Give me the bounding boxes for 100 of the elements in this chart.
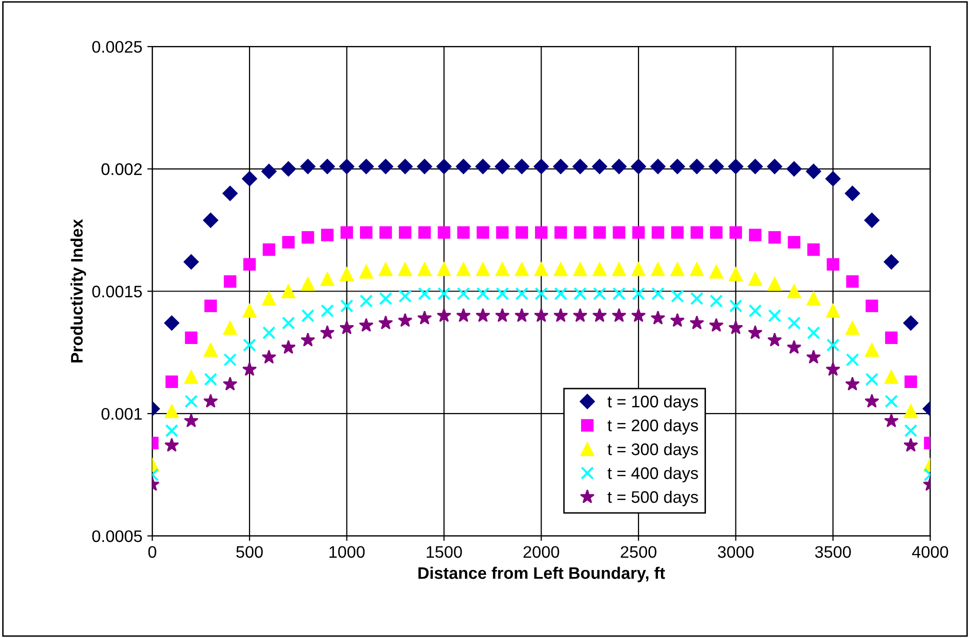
point	[339, 158, 354, 174]
point	[846, 275, 859, 288]
point	[184, 394, 198, 408]
point	[670, 262, 684, 276]
point	[729, 226, 742, 239]
point	[164, 315, 180, 331]
point	[340, 267, 354, 282]
point	[729, 299, 742, 313]
point	[748, 325, 762, 340]
point	[554, 287, 568, 300]
point	[282, 316, 296, 330]
point	[320, 325, 335, 340]
x-tick-label: 3500	[815, 546, 851, 558]
point	[728, 267, 743, 282]
point	[535, 226, 548, 239]
point	[516, 226, 528, 239]
point	[321, 228, 334, 242]
point	[904, 376, 918, 388]
point	[904, 424, 918, 438]
point	[806, 326, 820, 340]
point	[302, 231, 314, 244]
point	[690, 262, 704, 276]
point	[242, 362, 257, 376]
point	[457, 226, 470, 239]
point	[903, 438, 918, 452]
point	[650, 158, 666, 174]
point	[300, 158, 316, 174]
point	[417, 310, 432, 324]
y-tick-label: 0.001	[102, 408, 142, 420]
point	[670, 290, 684, 303]
point	[379, 292, 392, 306]
point	[554, 262, 568, 276]
point	[204, 343, 218, 357]
point	[864, 394, 880, 408]
point	[476, 262, 490, 276]
point	[358, 158, 374, 174]
point	[437, 262, 451, 276]
legend-label: t = 400 days	[608, 466, 698, 482]
point	[281, 340, 296, 354]
point	[224, 275, 236, 288]
point	[222, 186, 238, 201]
point	[495, 308, 510, 322]
point	[378, 315, 393, 330]
point	[690, 292, 704, 306]
point	[456, 287, 470, 300]
point	[534, 287, 548, 300]
point	[300, 332, 316, 346]
point	[398, 158, 413, 174]
point	[262, 350, 276, 364]
y-axis-title: Productivity Index	[70, 219, 86, 362]
point	[534, 308, 549, 322]
point	[476, 226, 490, 239]
point	[184, 370, 198, 384]
point	[554, 226, 567, 239]
point	[788, 236, 800, 249]
point	[379, 226, 392, 239]
point	[671, 226, 684, 239]
point	[884, 370, 898, 384]
point	[398, 226, 412, 239]
point	[476, 287, 490, 300]
point	[612, 287, 626, 300]
point	[282, 236, 295, 249]
point	[748, 228, 762, 242]
point	[728, 158, 744, 174]
point	[320, 304, 334, 318]
legend-label: t = 300 days	[608, 442, 698, 458]
point	[632, 226, 645, 239]
point	[436, 308, 452, 322]
point	[164, 404, 179, 418]
point	[574, 287, 587, 300]
point	[475, 158, 490, 174]
point	[359, 264, 374, 279]
y-tick-label: 0.002	[102, 163, 142, 176]
point	[650, 310, 666, 324]
point	[611, 158, 627, 174]
point	[553, 158, 568, 174]
point	[223, 353, 237, 366]
point	[204, 372, 218, 386]
point	[398, 290, 412, 303]
point	[885, 331, 898, 344]
point	[825, 171, 841, 186]
point	[360, 226, 372, 239]
point	[360, 294, 373, 308]
point	[165, 376, 178, 388]
point	[378, 262, 393, 276]
x-tick-label: 0	[148, 546, 156, 558]
point	[826, 362, 840, 376]
point	[592, 308, 607, 322]
point	[826, 304, 840, 318]
y-tick-label: 0.0025	[92, 40, 142, 53]
point	[438, 226, 450, 239]
point	[514, 158, 530, 174]
x-tick-label: 500	[236, 546, 263, 558]
point	[652, 226, 664, 239]
point	[632, 287, 646, 300]
point	[476, 308, 490, 322]
legend-label: t = 500 days	[608, 490, 698, 506]
point	[184, 331, 198, 344]
point	[786, 340, 802, 354]
y-tick-label: 0.0005	[92, 530, 142, 542]
